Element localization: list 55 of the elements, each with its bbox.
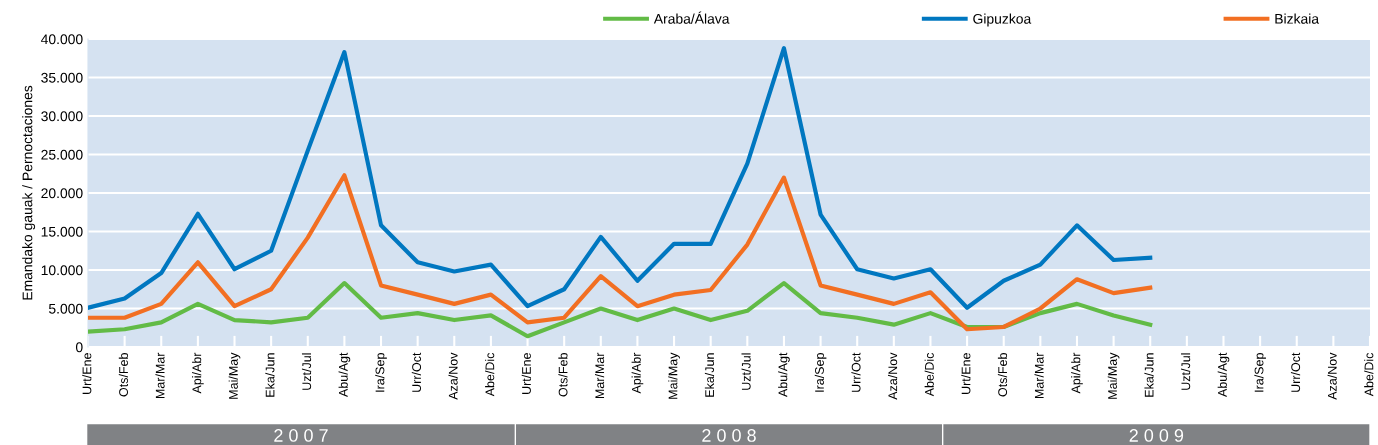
y-tick-label: 20.000 bbox=[41, 188, 83, 199]
x-tick-label: Aza/Nov bbox=[888, 352, 898, 400]
x-tick-label: Ots/Feb bbox=[997, 353, 1008, 397]
x-tick-label: Mai/May bbox=[1107, 352, 1120, 399]
y-tick-label: 10.000 bbox=[41, 265, 83, 276]
line-series bbox=[88, 173, 1153, 332]
x-tick-label: Mar/Mar bbox=[594, 352, 605, 399]
x-tick-label: Ots/Feb bbox=[558, 353, 568, 397]
legend-label: Bizkaia bbox=[1275, 13, 1320, 24]
y-tick-label: 5.000 bbox=[48, 303, 83, 314]
x-tick-label: Api/Abr bbox=[631, 352, 644, 394]
text: 2 0 0 8 bbox=[702, 429, 756, 442]
y-tick-label: 0 bbox=[75, 342, 83, 353]
x-tick-label: Urr/Oct bbox=[1290, 352, 1301, 392]
y-tick-label: 35.000 bbox=[41, 72, 83, 83]
x-tick-label: Abu/Agt bbox=[1217, 352, 1230, 397]
legend-label: Gipuzkoa bbox=[973, 13, 1032, 27]
y-tick-label: 15.000 bbox=[41, 226, 83, 237]
x-tick-label: Api/Abr bbox=[1071, 352, 1083, 394]
x-tick-label: Abu/Agt bbox=[778, 352, 790, 397]
text: 2 0 0 7 bbox=[274, 429, 328, 442]
line-series bbox=[88, 281, 1153, 339]
x-tick-label: Uzt/Jul bbox=[301, 353, 312, 390]
x-tick-label: Urt/Ene bbox=[521, 353, 531, 394]
x-tick-label: Uzt/Jul bbox=[1181, 353, 1191, 390]
y-tick-label: 25.000 bbox=[41, 149, 83, 160]
x-tick-label: Mai/May bbox=[228, 352, 241, 399]
x-tick-label: Abu/Agt bbox=[338, 352, 351, 397]
x-tick-label: Abe/Dic bbox=[485, 352, 495, 397]
x-tick-label: Urt/Ene bbox=[961, 353, 971, 394]
x-tick-label: Abe/Dic bbox=[1364, 352, 1374, 397]
x-tick-label: Mar/Mar bbox=[1034, 352, 1044, 399]
x-tick-label: Eka/Jun bbox=[704, 353, 715, 397]
x-tick-label: Mar/Mar bbox=[155, 352, 165, 399]
x-tick-label: Aza/Nov bbox=[1327, 352, 1337, 400]
x-tick-label: Urr/Oct bbox=[851, 352, 861, 392]
x-tick-label: Urt/Ene bbox=[82, 353, 92, 394]
x-tick-label: Abe/Dic bbox=[924, 352, 934, 397]
x-tick-label: Aza/Nov bbox=[448, 352, 458, 400]
legend-label: Araba/Álava bbox=[653, 11, 730, 24]
x-tick-label: Uzt/Jul bbox=[741, 353, 751, 390]
x-tick-label: Ots/Feb bbox=[118, 353, 128, 397]
x-tick-label: Ira/Sep bbox=[814, 353, 827, 392]
x-tick-label: Api/Abr bbox=[192, 352, 204, 394]
y-tick-label: 30.000 bbox=[41, 111, 83, 122]
x-tick-label: Eka/Jun bbox=[265, 353, 275, 397]
y-axis-title: Emandako gauak / Pernoctaciones bbox=[22, 85, 36, 300]
text: 2 0 0 9 bbox=[1129, 429, 1184, 442]
line-series bbox=[88, 46, 1153, 310]
x-tick-label: Urr/Oct bbox=[411, 352, 422, 392]
x-tick-label: Ira/Sep bbox=[1254, 353, 1266, 392]
x-tick-label: Ira/Sep bbox=[375, 353, 387, 392]
x-tick-label: Mai/May bbox=[668, 352, 680, 399]
y-tick-label: 40.000 bbox=[40, 34, 83, 45]
x-tick-label: Eka/Jun bbox=[1144, 353, 1154, 397]
